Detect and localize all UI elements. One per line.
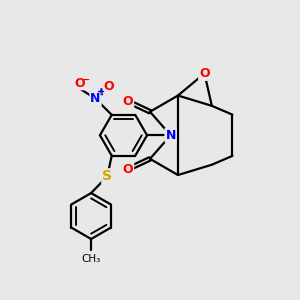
- Text: O: O: [74, 76, 85, 90]
- Text: CH₃: CH₃: [82, 254, 101, 264]
- Text: +: +: [97, 87, 105, 97]
- Text: O: O: [123, 95, 133, 108]
- Text: N: N: [165, 129, 176, 142]
- Text: S: S: [102, 169, 112, 183]
- Text: O: O: [123, 163, 133, 176]
- Text: O: O: [103, 80, 114, 93]
- Text: −: −: [81, 74, 91, 85]
- Text: N: N: [90, 92, 101, 105]
- Text: O: O: [199, 67, 210, 80]
